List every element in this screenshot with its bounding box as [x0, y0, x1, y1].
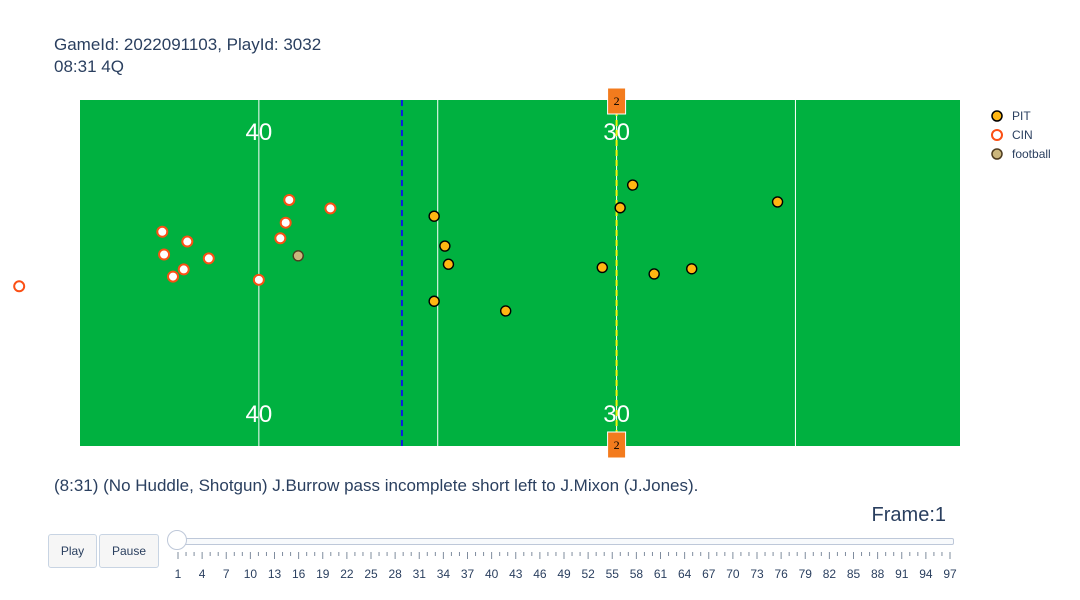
legend-label-cin: CIN	[1012, 127, 1033, 142]
cin-player-point	[324, 202, 337, 215]
down-marker	[607, 87, 627, 115]
cin-player-point	[177, 263, 190, 276]
pit-player-point	[428, 210, 440, 222]
slider-tick-label: 52	[581, 567, 595, 581]
frame-slider-track[interactable]	[178, 538, 954, 545]
pit-player-point	[648, 268, 660, 280]
slider-tick-label: 10	[244, 567, 258, 581]
cin-player-point	[279, 216, 292, 229]
down-marker-label: 2	[614, 94, 620, 108]
slider-tick-label: 1	[175, 567, 182, 581]
slider-tick-label: 67	[702, 567, 716, 581]
slider-tick-label: 85	[847, 567, 861, 581]
slider-tick-label: 28	[388, 567, 402, 581]
cin-player-point	[252, 273, 265, 286]
slider-tick-label: 31	[413, 567, 427, 581]
down-marker	[607, 431, 627, 459]
pit-player-point	[596, 261, 608, 274]
pit-player-point	[614, 202, 626, 214]
cin-player-point	[167, 270, 180, 283]
play-description: (8:31) (No Huddle, Shotgun) J.Burrow pas…	[54, 476, 699, 495]
pit-player-point	[499, 305, 512, 317]
title-line-2: 08:31 4Q	[54, 57, 124, 76]
pause-button[interactable]: Pause	[99, 534, 159, 568]
slider-tick-label: 55	[606, 567, 620, 581]
cin-player-point	[181, 235, 194, 248]
legend: PIT CIN football	[990, 106, 1051, 163]
slider-tick-label: 70	[726, 567, 740, 581]
legend-item-cin[interactable]: CIN	[990, 125, 1051, 144]
cin-player-point	[274, 232, 287, 245]
pit-player-point	[626, 179, 639, 191]
slider-tick-label: 37	[461, 567, 475, 581]
legend-marker-cin	[991, 128, 1003, 141]
slider-tick-label: 22	[340, 567, 354, 581]
slider-tick-label: 19	[316, 567, 330, 581]
yard-number: 40	[246, 401, 273, 428]
title-line-1: GameId: 2022091103, PlayId: 3032	[54, 35, 322, 54]
frame-slider-handle[interactable]	[167, 530, 187, 550]
slider-tick-label: 91	[895, 567, 909, 581]
legend-marker-pit	[991, 109, 1003, 122]
football-player-point	[292, 250, 304, 262]
slider-tick-label: 79	[799, 567, 813, 581]
slider-tick-label: 40	[485, 567, 499, 581]
yard-number: 40	[246, 119, 273, 146]
slider-tick-label: 94	[919, 567, 933, 581]
legend-item-pit[interactable]: PIT	[990, 106, 1051, 125]
slider-tick-label: 64	[678, 567, 692, 581]
slider-tick-label: 7	[223, 567, 230, 581]
slider-tick-label: 16	[292, 567, 306, 581]
slider-tick-label: 73	[750, 567, 764, 581]
yard-number: 20	[961, 119, 988, 146]
pit-player-point	[686, 263, 698, 275]
chart-title: GameId: 2022091103, PlayId: 3032 08:31 4…	[54, 34, 321, 78]
legend-marker-football	[991, 147, 1003, 160]
slider-tick-label: 61	[654, 567, 668, 581]
slider-tick-label: 46	[533, 567, 547, 581]
legend-label-football: football	[1012, 146, 1051, 161]
slider-tick-label: 4	[199, 567, 206, 581]
slider-tick-label: 82	[823, 567, 837, 581]
cin-player-point	[202, 252, 215, 265]
pit-player-point	[771, 196, 784, 208]
slider-tick-label: 34	[437, 567, 451, 581]
slider-tick-label: 88	[871, 567, 885, 581]
pit-player-point	[439, 240, 451, 252]
frame-slider-ticks: 1 4 7 10 13 16 19 22 25 28 31 34 37 40 43 46 49 52 55 58 61 6…	[175, 552, 957, 581]
play-button[interactable]: Play	[48, 534, 97, 568]
slider-tick-label: 13	[268, 567, 282, 581]
pit-player-point	[442, 258, 455, 270]
cin-player-point	[13, 280, 26, 293]
slider-tick-label: 76	[774, 567, 788, 581]
pit-player-point	[428, 295, 440, 307]
legend-item-football[interactable]: football	[990, 144, 1051, 163]
yard-number: 20	[961, 401, 988, 428]
legend-label-pit: PIT	[1012, 108, 1031, 123]
field-background	[80, 100, 960, 446]
frame-label: Frame:1	[871, 504, 946, 526]
cin-player-point	[156, 225, 169, 238]
cin-player-point	[158, 248, 171, 261]
cin-player-point	[283, 193, 296, 206]
slider-tick-label: 43	[509, 567, 523, 581]
down-marker-label: 2	[614, 438, 620, 452]
slider-tick-label: 97	[943, 567, 957, 581]
slider-tick-label: 49	[557, 567, 571, 581]
slider-tick-label: 25	[364, 567, 378, 581]
slider-tick-label: 58	[630, 567, 644, 581]
